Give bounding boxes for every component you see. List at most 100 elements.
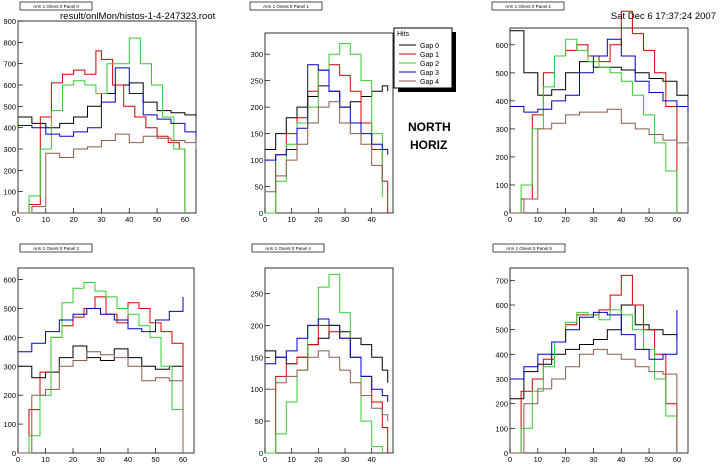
y-tick-label: 0 [259, 209, 263, 218]
x-tick-label: 0 [508, 215, 512, 224]
x-tick-label: 0 [16, 455, 20, 464]
x-tick-label: 50 [151, 455, 159, 464]
annotation-north: NORTH [408, 120, 451, 134]
panel-title: Arm 1 Orient 0 Panel 4 [265, 246, 311, 251]
panel-1: Arm 1 Orient 0 Panel 1050100150200250300… [249, 1, 394, 224]
y-tick-label: 500 [3, 304, 16, 313]
y-tick-label: 100 [250, 156, 263, 165]
legend-label-1: Gap 1 [420, 52, 439, 59]
panel-grid: Arm 1 Orient 0 Panel 0010020030040050060… [3, 1, 689, 464]
series-line-gap-0 [265, 324, 389, 383]
x-tick-label: 30 [96, 455, 104, 464]
legend-label-2: Gap 2 [420, 61, 439, 68]
x-tick-label: 40 [367, 215, 375, 224]
x-tick-label: 50 [153, 215, 161, 224]
x-tick-label: 10 [287, 455, 295, 464]
x-tick-label: 10 [534, 455, 542, 464]
panel-0: Arm 1 Orient 0 Panel 0010020030040050060… [3, 1, 197, 224]
y-tick-label: 500 [3, 102, 16, 111]
y-tick-label: 600 [495, 41, 508, 50]
series-line-gap-4 [510, 348, 678, 454]
x-tick-label: 40 [617, 455, 625, 464]
y-tick-label: 700 [495, 276, 508, 285]
y-tick-label: 100 [3, 188, 16, 197]
y-tick-label: 100 [3, 420, 16, 429]
x-tick-label: 10 [534, 215, 542, 224]
series-line-gap-4 [18, 351, 184, 454]
panel-title: Arm 1 Orient 0 Panel 2 [505, 4, 551, 9]
y-tick-label: 900 [3, 17, 16, 26]
panel-title-box [19, 243, 93, 253]
y-tick-label: 500 [495, 326, 508, 335]
series-line-gap-1 [18, 50, 186, 214]
y-tick-label: 0 [504, 209, 508, 218]
y-tick-label: 300 [3, 145, 16, 154]
series-line-gap-4 [510, 108, 689, 214]
panel-title-box [491, 1, 565, 11]
x-tick-label: 0 [508, 455, 512, 464]
series-line-gap-3 [265, 64, 389, 161]
x-tick-label: 10 [287, 215, 295, 224]
series-line-gap-4 [265, 101, 389, 193]
plot-frame [264, 32, 394, 214]
series-line-gap-2 [265, 273, 383, 454]
x-tick-label: 20 [561, 215, 569, 224]
panel-2: Arm 1 Orient 0 Panel 2010020030040050060… [491, 1, 689, 224]
y-tick-label: 300 [495, 375, 508, 384]
x-tick-label: 20 [69, 215, 77, 224]
x-tick-label: 30 [589, 215, 597, 224]
y-tick-label: 200 [3, 166, 16, 175]
panel-title: Arm 1 Orient 0 Panel 3 [33, 246, 79, 251]
panel-title-box [19, 1, 93, 11]
panel-4: Arm 1 Orient 0 Panel 4 0 50 100 150 200 250 0 10… [250, 243, 394, 464]
x-tick-label: 0 [16, 215, 20, 224]
series-line-gap-1 [510, 274, 678, 454]
panel-3: Arm 1 Orient 0 Panel 3010020030040050060… [3, 243, 195, 464]
x-tick-label: 40 [617, 215, 625, 224]
y-tick-label: 0 [504, 449, 508, 458]
y-tick-label: 800 [3, 38, 16, 47]
plot-frame [509, 267, 689, 454]
x-tick-label: 20 [69, 455, 77, 464]
legend-label-0: Gap 0 [420, 43, 439, 50]
plot-frame [264, 267, 394, 454]
y-tick-label: 100 [495, 424, 508, 433]
y-tick-label: 0 [12, 209, 16, 218]
x-tick-label: 50 [645, 455, 653, 464]
x-tick-label: 60 [179, 455, 187, 464]
y-tick-label: 300 [250, 50, 263, 59]
series-line-gap-3 [510, 38, 689, 113]
y-tick-label: 600 [3, 276, 16, 285]
x-tick-label: 60 [181, 215, 189, 224]
panel-title: Arm 1 Orient 0 Panel 1 [263, 4, 309, 9]
series-line-gap-0 [265, 85, 389, 150]
x-tick-label: 60 [673, 455, 681, 464]
series-line-gap-1 [265, 64, 389, 214]
series-line-gap-0 [18, 345, 184, 379]
y-tick-label: 150 [250, 130, 263, 139]
y-tick-label: 50 [255, 183, 263, 192]
panel-title: Arm 1 Orient 0 Panel 5 [506, 246, 552, 251]
series-line-gap-4 [18, 133, 197, 214]
x-tick-label: 20 [561, 455, 569, 464]
y-tick-label: 250 [250, 290, 263, 299]
y-tick-label: 250 [250, 77, 263, 86]
series-line-gap-3 [18, 296, 184, 353]
panel-title: Arm 1 Orient 0 Panel 0 [33, 4, 79, 9]
x-tick-label: 20 [314, 215, 322, 224]
plot-frame [17, 267, 195, 454]
y-tick-label: 0 [12, 449, 16, 458]
y-tick-label: 600 [3, 81, 16, 90]
date-label: Sat Dec 6 17:37:24 2007 [611, 11, 716, 22]
y-tick-label: 400 [3, 124, 16, 133]
x-tick-label: 10 [41, 455, 49, 464]
series-line-gap-3 [265, 318, 389, 402]
legend-label-4: Gap 4 [420, 79, 439, 86]
y-tick-label: 200 [495, 153, 508, 162]
series-line-gap-2 [18, 282, 184, 454]
y-tick-label: 400 [495, 350, 508, 359]
x-tick-label: 50 [645, 215, 653, 224]
series-line-gap-4 [265, 350, 389, 422]
